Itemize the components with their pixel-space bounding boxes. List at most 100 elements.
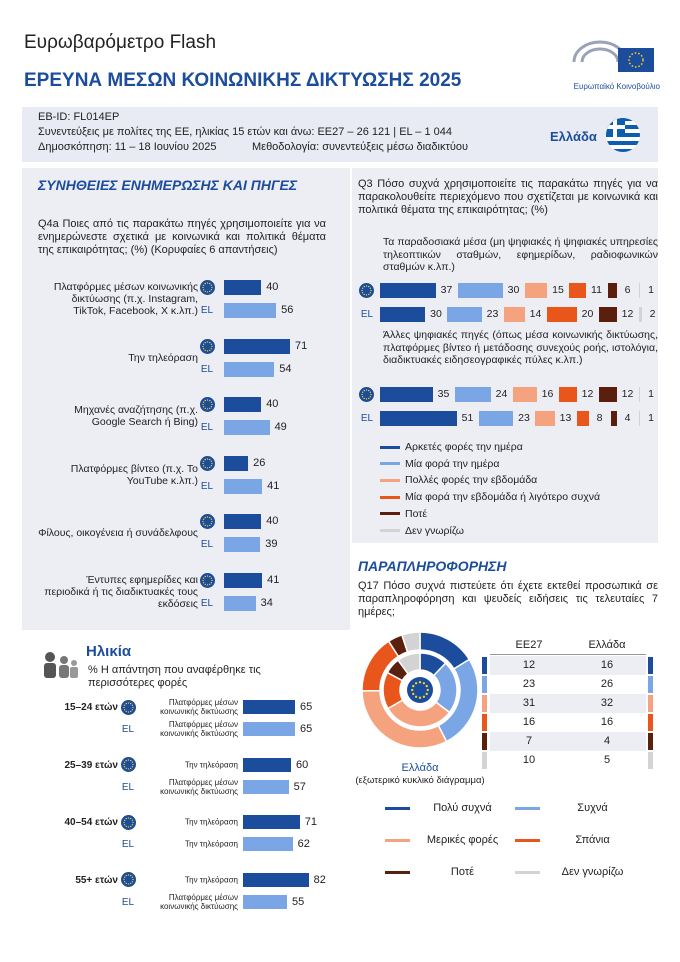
series-label: EL	[121, 781, 135, 793]
flag-star	[206, 574, 208, 577]
flag-star	[210, 462, 213, 464]
flag-disc	[199, 572, 215, 588]
value-label: 34	[260, 596, 273, 609]
table-header: ΕΕ27	[490, 636, 568, 655]
legend-label: Σπάνια	[575, 834, 610, 846]
series-label: EL	[200, 480, 214, 492]
flag-disc	[358, 387, 374, 402]
flag-star	[125, 759, 127, 762]
flag-star	[210, 406, 212, 408]
flag-star	[363, 389, 365, 392]
flag-star	[123, 819, 125, 821]
legend-swatch	[385, 870, 410, 874]
flag-star	[369, 292, 371, 294]
source-label: Την τηλεόραση	[184, 817, 238, 827]
people-icon	[44, 652, 78, 678]
bar-segment	[380, 387, 433, 402]
legend-swatch	[385, 838, 410, 842]
flag-star	[210, 284, 212, 286]
flag-star	[201, 403, 204, 406]
flag-star	[129, 710, 131, 712]
value-label: 26	[253, 456, 266, 469]
value-label: 40	[266, 515, 279, 527]
flag-star	[206, 457, 208, 460]
panel	[352, 168, 658, 543]
flag-star	[210, 581, 212, 583]
flag-star	[210, 343, 212, 345]
value-label: 56	[281, 304, 294, 316]
series-label: EL	[121, 724, 135, 735]
greek-flag	[606, 118, 640, 152]
flag-star	[363, 293, 365, 296]
source-label: Την τηλεόραση	[184, 760, 238, 769]
eu-flag-icon	[120, 872, 136, 887]
flag-star	[204, 516, 206, 519]
source-label: Πλατφόρμες μέσων κοινωνικής δικτύωσης	[160, 698, 238, 716]
flag-star	[210, 460, 212, 462]
flag-disc	[199, 280, 215, 295]
flag-star	[127, 816, 129, 819]
donut	[361, 631, 479, 749]
flag-star	[127, 825, 129, 828]
eu-flag-icon	[199, 397, 215, 412]
bar-segment	[512, 387, 537, 402]
value-label: 15	[552, 284, 564, 296]
flag-star	[210, 579, 213, 581]
legend-label: Μία φορά την εβδομάδα ή λιγότερο συχνά	[405, 491, 601, 504]
bar-segment	[380, 307, 425, 322]
flag-star	[367, 389, 369, 392]
table-cell: 16	[600, 659, 614, 671]
series-label: EL	[200, 539, 214, 550]
flag-star	[125, 825, 127, 827]
flag-star	[206, 408, 208, 410]
flag-star	[125, 817, 127, 819]
flag-star	[201, 286, 204, 289]
flag-star	[123, 823, 125, 825]
flag-star	[131, 878, 134, 881]
flag-star	[422, 682, 426, 685]
flag-star	[131, 876, 133, 878]
bar-segment	[380, 283, 436, 298]
flag-star	[129, 874, 131, 877]
flag-star	[131, 761, 133, 763]
flag-disc	[199, 455, 215, 471]
row-label: EL	[360, 309, 374, 320]
bar	[224, 537, 261, 552]
flag-disc	[407, 677, 433, 703]
flag-star	[204, 466, 206, 468]
table-cell: 4	[603, 735, 611, 747]
flag-star	[202, 347, 204, 349]
row-color	[648, 657, 653, 674]
table-row	[490, 751, 646, 770]
row-color	[648, 695, 653, 712]
flag-star	[202, 284, 204, 286]
value-label: 24	[495, 388, 508, 400]
flag-star	[201, 520, 204, 523]
flag-star	[129, 702, 131, 704]
bar	[243, 815, 300, 829]
bar-segment	[638, 283, 640, 298]
bar	[224, 514, 262, 529]
value-label: 37	[440, 284, 453, 296]
row-label: EL	[360, 413, 374, 424]
eu-flag-icon	[199, 572, 215, 588]
legend-label: Πολύ συχνά	[433, 802, 492, 814]
flag-star	[208, 524, 210, 527]
legend-swatch	[380, 478, 400, 482]
value-label: 57	[293, 780, 306, 793]
legend-label: Μερικές φορές	[426, 834, 499, 846]
flag-star	[204, 583, 206, 585]
source-label: Πλατφόρμες μέσων κοινωνικής δικτύωσης	[160, 892, 238, 911]
flag-star	[204, 349, 206, 351]
category-label: Μηχανές αναζήτησης (π.χ. Google Search ή…	[74, 404, 198, 428]
legend-label: Συχνά	[577, 802, 608, 814]
country: Ελλάδα	[550, 129, 597, 144]
flag-star	[131, 821, 134, 823]
flag-star	[131, 823, 133, 825]
source-label: Πλατφόρμες μέσων κοινωνικής δικτύωσης	[160, 777, 238, 796]
donut-note: (εξωτερικό κυκλικό διάγραμμα)	[355, 775, 485, 786]
flag-star	[202, 581, 204, 583]
table-cell: 10	[522, 754, 536, 766]
flag-star	[204, 575, 206, 577]
